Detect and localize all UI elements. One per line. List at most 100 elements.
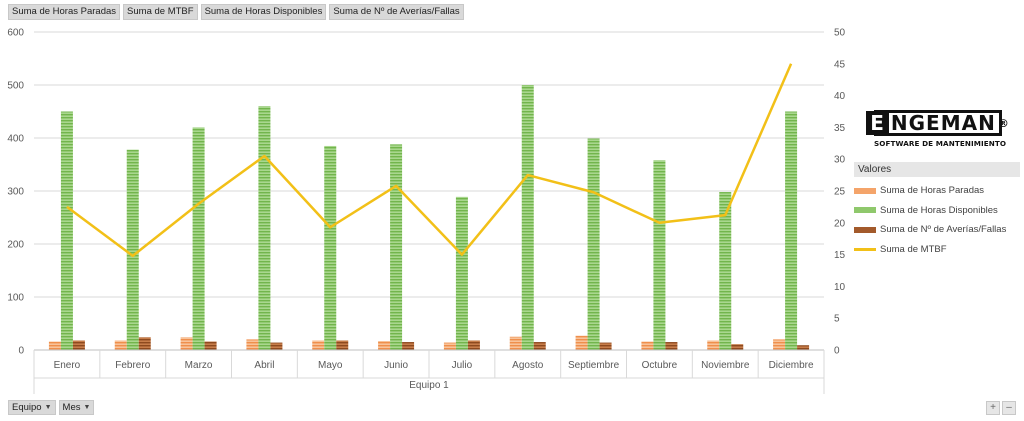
logo-subtitle: SOFTWARE DE MANTENIMIENTO xyxy=(874,139,1007,148)
y-tick-label: 400 xyxy=(7,134,24,145)
x-axis-title: Equipo 1 xyxy=(409,380,449,391)
bar xyxy=(336,340,349,350)
y-tick-label: 300 xyxy=(7,187,24,198)
bar xyxy=(455,196,468,350)
filter-dropdown-icon: ▼ xyxy=(44,404,52,411)
bar xyxy=(599,342,612,350)
bar xyxy=(587,138,600,350)
x-tick-label: Diciembre xyxy=(769,360,814,371)
bar xyxy=(533,342,546,350)
legend-label: Suma de Nº de Averías/Fallas xyxy=(880,224,1007,236)
bar xyxy=(773,339,786,350)
bar xyxy=(665,342,678,350)
bar xyxy=(60,111,73,350)
bar xyxy=(324,145,337,350)
filter-button-equipo-label: Equipo xyxy=(12,402,42,413)
legend-item: Suma de Horas Disponibles xyxy=(854,201,1020,221)
bar xyxy=(72,340,85,350)
bar xyxy=(378,340,391,350)
y-axis-left: 0 100 200 300 400 500 600 xyxy=(7,28,24,357)
bar xyxy=(126,149,139,350)
legend-item: Suma de MTBF xyxy=(854,240,1020,260)
y2-tick-label: 45 xyxy=(834,59,846,70)
y-axis-right: 0 5 10 15 20 25 30 35 40 45 50 xyxy=(834,28,846,357)
x-tick-label: Marzo xyxy=(185,360,213,371)
collapse-button[interactable]: – xyxy=(1002,401,1016,415)
y2-tick-label: 20 xyxy=(834,218,846,229)
filter-button-mes-label: Mes xyxy=(62,402,81,413)
legend-swatch xyxy=(854,247,876,251)
y2-tick-label: 50 xyxy=(834,28,846,39)
bar xyxy=(719,192,732,350)
x-tick-label: Junio xyxy=(384,360,408,371)
chart-legend: Valores Suma de Horas Paradas Suma de Hor… xyxy=(854,162,1020,259)
x-tick-label: Septiembre xyxy=(568,360,620,371)
x-tick-label: Febrero xyxy=(115,360,150,371)
pivot-filter-buttons: Equipo ▼ Mes ▼ xyxy=(8,400,95,415)
logo-wordmark: E NGEMAN ® xyxy=(866,110,1009,136)
field-button-horas-paradas[interactable]: Suma de Horas Paradas xyxy=(8,4,121,20)
bar xyxy=(641,341,654,350)
y-tick-label: 500 xyxy=(7,81,24,92)
pivot-field-buttons: Suma de Horas Paradas Suma de MTBF Suma … xyxy=(8,4,464,20)
x-tick-label: Abril xyxy=(254,360,274,371)
x-tick-label: Julio xyxy=(452,360,473,371)
bar xyxy=(509,336,522,350)
y2-tick-label: 5 xyxy=(834,314,840,325)
y2-tick-label: 0 xyxy=(834,346,840,357)
y2-tick-label: 10 xyxy=(834,282,846,293)
legend-item: Suma de Nº de Averías/Fallas xyxy=(854,220,1020,240)
bars xyxy=(48,85,810,351)
y2-tick-label: 35 xyxy=(834,123,846,134)
y-tick-label: 0 xyxy=(18,346,24,357)
gridlines xyxy=(34,31,824,351)
y-tick-label: 200 xyxy=(7,240,24,251)
bar xyxy=(180,337,193,350)
x-tick-label: Agosto xyxy=(512,360,544,371)
bar xyxy=(270,342,283,350)
bar xyxy=(114,340,127,350)
field-button-mtbf[interactable]: Suma de MTBF xyxy=(123,4,198,20)
bar xyxy=(575,335,588,350)
bar xyxy=(707,340,720,350)
x-tick-label: Noviembre xyxy=(701,360,750,371)
bar xyxy=(138,337,151,350)
filter-button-mes[interactable]: Mes ▼ xyxy=(58,400,95,415)
mtbf-line xyxy=(66,63,793,258)
legend-swatch xyxy=(854,226,876,233)
line-series xyxy=(66,63,793,258)
x-axis: Enero Febrero Marzo Abril Mayo Junio Julio Agos… xyxy=(33,349,825,394)
bar xyxy=(312,340,325,350)
bar xyxy=(521,85,534,350)
engeman-logo: E NGEMAN ® SOFTWARE DE MANTENIMIENTO xyxy=(866,110,1010,148)
bar xyxy=(785,111,798,350)
legend-label: Suma de Horas Disponibles xyxy=(880,204,998,216)
bar xyxy=(246,339,259,350)
expand-button[interactable]: + xyxy=(986,401,1000,415)
bar xyxy=(192,127,205,351)
bar xyxy=(797,345,810,350)
bar xyxy=(402,342,415,350)
y2-tick-label: 30 xyxy=(834,155,846,166)
bar xyxy=(467,340,480,350)
bar xyxy=(390,144,403,350)
field-button-horas-disponibles[interactable]: Suma de Horas Disponibles xyxy=(200,4,327,20)
y2-tick-label: 40 xyxy=(834,91,846,102)
legend-label: Suma de MTBF xyxy=(880,243,947,255)
bar xyxy=(258,106,271,350)
field-button-averias[interactable]: Suma de Nº de Averías/Fallas xyxy=(329,4,464,20)
zoom-controls: + – xyxy=(986,401,1016,415)
y-tick-label: 600 xyxy=(7,28,24,39)
legend-label: Suma de Horas Paradas xyxy=(880,185,985,197)
bar xyxy=(48,341,61,350)
y-tick-label: 100 xyxy=(7,293,24,304)
bar xyxy=(443,342,456,350)
x-tick-label: Mayo xyxy=(318,360,343,371)
bar xyxy=(653,160,666,350)
y2-tick-label: 25 xyxy=(834,187,846,198)
legend-swatch xyxy=(854,187,876,194)
chevron-down-icon: ▼ xyxy=(83,404,91,411)
y2-tick-label: 15 xyxy=(834,250,846,261)
filter-button-equipo[interactable]: Equipo ▼ xyxy=(8,400,56,415)
